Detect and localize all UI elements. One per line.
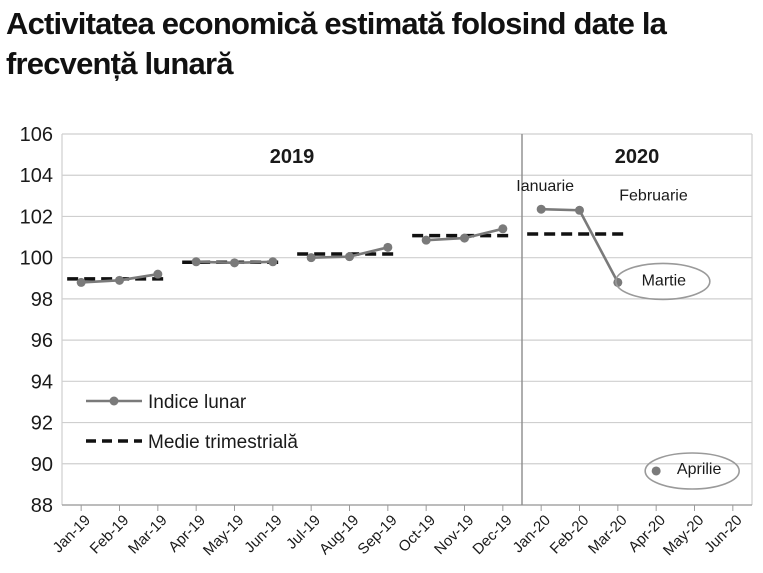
x-tick-label: May-20 bbox=[660, 512, 707, 559]
series-line-indice-lunar bbox=[541, 207, 619, 284]
year-label: 2020 bbox=[615, 146, 660, 168]
y-tick-label: 96 bbox=[31, 330, 53, 352]
chart-title: Activitatea economică estimată folosind … bbox=[6, 4, 746, 84]
legend-label-indice-lunar: Indice lunar bbox=[148, 392, 247, 413]
data-point-indice-lunar bbox=[498, 224, 508, 234]
y-tick-label: 90 bbox=[31, 454, 53, 476]
y-tick-label: 102 bbox=[20, 206, 53, 228]
y-tick-label: 104 bbox=[20, 165, 53, 187]
annotation-martie-ellipse bbox=[615, 262, 711, 301]
y-tick-label: 88 bbox=[31, 495, 53, 517]
chart-title-line-1: Activitatea economică estimată folosind … bbox=[6, 6, 667, 41]
y-tick-label: 106 bbox=[20, 124, 53, 146]
x-tick-label: Jan-20 bbox=[510, 512, 554, 556]
x-tick-label: Aug-19 bbox=[316, 512, 362, 558]
annotation-ianuarie: Ianuarie bbox=[516, 178, 574, 195]
data-point-indice-lunar bbox=[191, 257, 201, 267]
x-tick-label: Jun-19 bbox=[241, 512, 285, 556]
x-tick-label: Sep-19 bbox=[354, 512, 400, 558]
data-point-indice-lunar bbox=[115, 275, 124, 285]
data-point-indice-lunar bbox=[230, 258, 239, 268]
x-tick-label: Jan-19 bbox=[50, 512, 94, 556]
x-tick-label: Feb-19 bbox=[87, 512, 133, 558]
y-tick-label: 98 bbox=[31, 289, 53, 311]
x-tick-label: Dec-19 bbox=[469, 512, 515, 558]
data-point-indice-lunar bbox=[536, 204, 546, 214]
data-point-aprilie bbox=[651, 466, 661, 476]
x-tick-label: Nov-19 bbox=[431, 512, 477, 558]
x-tick-label: May-19 bbox=[200, 512, 247, 559]
legend-label-medie-trimestriala: Medie trimestrială bbox=[148, 432, 298, 453]
x-tick-label: Mar-20 bbox=[585, 512, 631, 558]
x-tick-label: Oct-19 bbox=[395, 512, 439, 556]
annotation-martie: Martie bbox=[642, 272, 687, 289]
y-tick-label: 92 bbox=[31, 413, 53, 435]
data-point-indice-lunar bbox=[76, 277, 86, 287]
data-point-indice-lunar bbox=[575, 205, 584, 215]
annotation-februarie: Februarie bbox=[619, 187, 688, 204]
data-point-indice-lunar bbox=[421, 235, 431, 245]
x-tick-label: Mar-19 bbox=[125, 512, 171, 558]
data-point-indice-lunar bbox=[383, 242, 393, 252]
year-label: 2019 bbox=[270, 146, 315, 168]
y-tick-label: 100 bbox=[20, 248, 53, 270]
legend-marker-indice-lunar bbox=[109, 396, 119, 406]
data-point-indice-lunar bbox=[460, 233, 469, 243]
chart-title-line-2: frecvență lunară bbox=[6, 46, 234, 81]
y-tick-label: 94 bbox=[31, 371, 53, 393]
data-point-indice-lunar bbox=[153, 269, 163, 279]
data-point-indice-lunar bbox=[268, 257, 278, 267]
x-tick-label: Jun-20 bbox=[701, 512, 745, 556]
x-tick-label: Feb-20 bbox=[547, 512, 593, 558]
annotation-aprilie-ellipse bbox=[644, 452, 740, 490]
annotation-aprilie: Aprilie bbox=[677, 461, 722, 478]
data-point-indice-lunar bbox=[306, 253, 316, 263]
data-point-indice-lunar bbox=[345, 252, 354, 262]
